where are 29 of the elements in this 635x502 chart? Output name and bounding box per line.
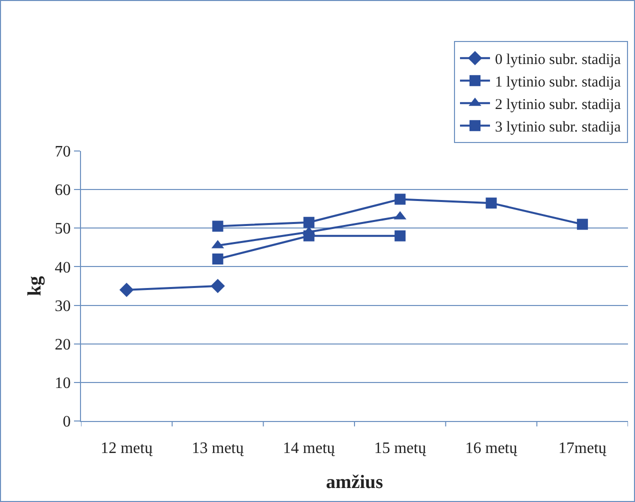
y-tick-label: 30 [54,298,71,315]
y-tick-label: 40 [54,259,71,276]
legend-label: 1 lytinio subr. stadija [495,74,622,90]
point [119,282,134,298]
y-axis-title: kg [24,275,46,296]
x-tick-label: 14 metų [282,440,336,458]
legend-label: 0 lytinio subr. stadija [495,52,622,68]
x-tick-label: 16 metų [465,440,518,458]
x-tick-label: 13 metų [192,440,245,458]
y-tick-label: 50 [54,220,71,238]
point [210,278,225,294]
legend-label: 2 lytinio subr. stadija [495,97,622,113]
point [394,194,406,205]
point [486,198,497,209]
point [576,218,588,230]
x-tick-label: 15 metų [374,440,428,458]
y-tick-label: 70 [54,144,71,161]
point [212,254,224,264]
y-tick-label: 0 [62,414,71,431]
y-tick-label: 10 [54,375,71,392]
y-tick-label: 60 [54,182,71,200]
point [394,230,406,242]
x-axis-title: amžius [326,472,383,493]
y-tick-label: 20 [54,336,71,354]
point [303,216,314,228]
x-tick-label: 17metų [558,440,608,458]
x-tick-label: 12 metų [100,440,154,458]
legend-label: 3 lytinio subr. stadija [495,120,622,136]
point [212,220,224,232]
